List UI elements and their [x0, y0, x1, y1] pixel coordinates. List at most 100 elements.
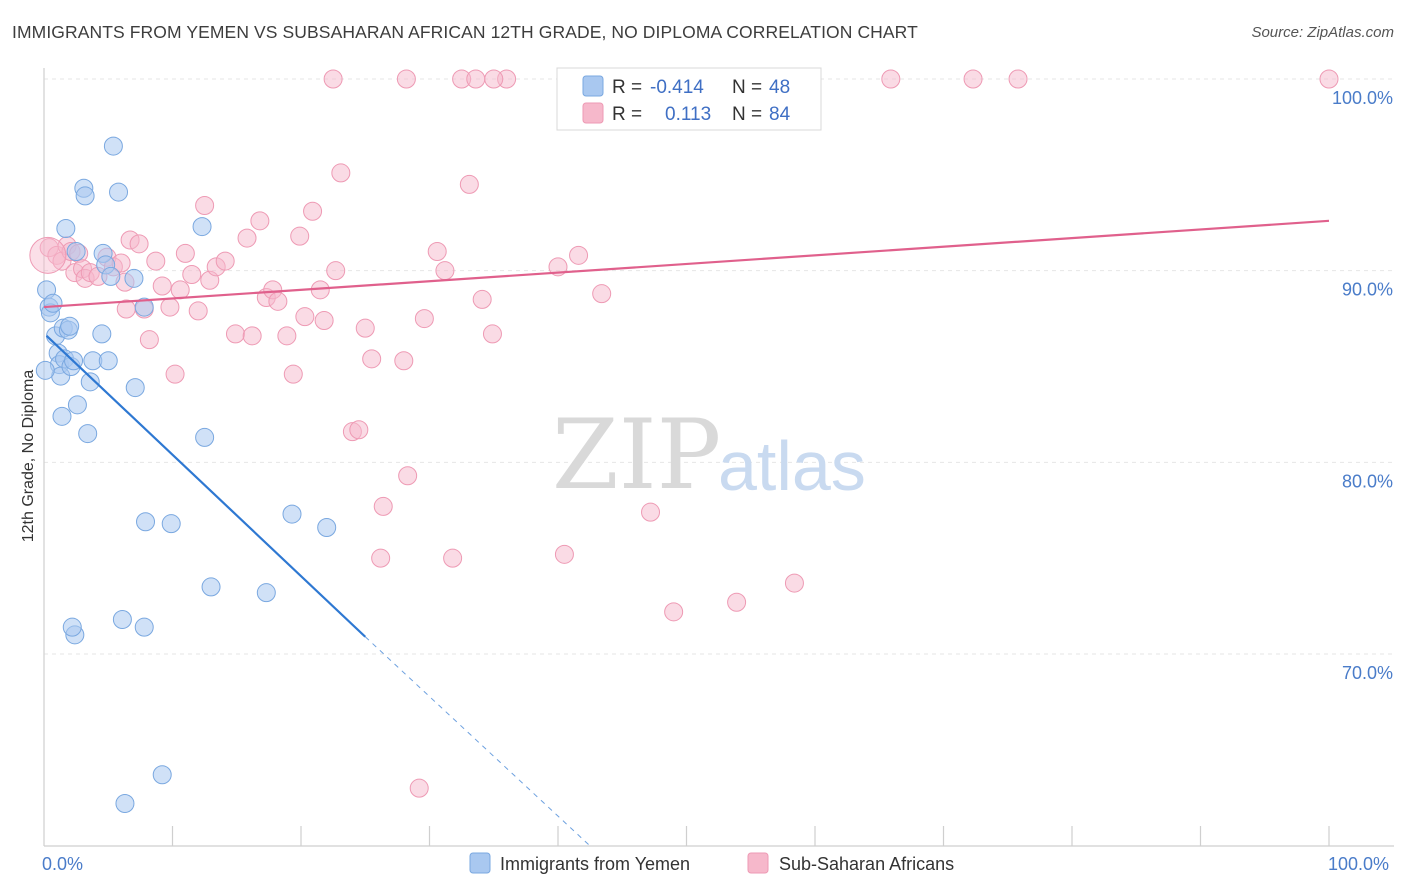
subsaharan-point-31 [215, 251, 235, 271]
trendlines [43, 219, 1330, 847]
legend-swatch-subsaharan [582, 102, 604, 124]
gridlines [44, 78, 1394, 655]
yemen-point-32 [112, 610, 132, 629]
yemen-point-17 [52, 406, 72, 426]
yemen-point-47 [35, 360, 55, 380]
subsaharan-point-76 [466, 69, 486, 89]
yemen-point-42 [195, 427, 215, 447]
subsaharan-point-33 [237, 228, 257, 248]
subsaharan-point-55 [398, 466, 418, 486]
subsaharan-point-17 [129, 234, 149, 254]
x-tick-label-max: 100.0% [1328, 854, 1389, 874]
subsaharan-point-23 [165, 364, 185, 384]
axes [43, 68, 1394, 847]
yemen-point-45 [282, 504, 302, 524]
subsaharan-point-59 [435, 261, 455, 281]
subsaharan-point-81 [963, 69, 983, 89]
yemen-point-35 [125, 378, 145, 398]
yemen-point-19 [62, 617, 82, 637]
subsaharan-point-22 [160, 297, 180, 317]
x-ticks [171, 826, 1330, 846]
yemen-point-21 [78, 424, 98, 444]
subsaharan-point-62 [472, 289, 492, 309]
subsaharan-point-71 [727, 592, 747, 612]
subsaharan-point-63 [482, 324, 502, 344]
subsaharan-point-74 [396, 69, 416, 89]
subsaharan-point-60 [443, 548, 463, 568]
subsaharan-point-21 [152, 276, 172, 296]
subsaharan-point-66 [554, 544, 574, 564]
subsaharan-point-28 [195, 196, 215, 215]
subsaharan-point-53 [373, 496, 393, 516]
subsaharan-point-77 [484, 69, 504, 89]
legend-r-label-yemen: R = [612, 77, 642, 98]
yemen-point-28 [98, 351, 118, 371]
subsaharan-point-68 [592, 284, 612, 304]
subsaharan-point-19 [139, 330, 159, 350]
subsaharan-trendline [43, 219, 1330, 309]
legend-r-label-subsaharan: R = [612, 104, 642, 125]
yemen-point-40 [161, 514, 181, 534]
bottom-legend-swatch-yemen [469, 852, 491, 874]
bottom-legend-label-subsaharan: Sub-Saharan Africans [779, 854, 954, 874]
subsaharan-point-41 [290, 226, 310, 246]
watermark-zip: ZIP [552, 399, 721, 511]
subsaharan-point-43 [303, 201, 323, 221]
subsaharan-point-54 [394, 351, 414, 371]
subsaharan-point-27 [188, 301, 208, 321]
yemen-point-46 [317, 518, 337, 537]
subsaharan-point-82 [1008, 69, 1028, 89]
subsaharan-point-35 [250, 211, 270, 231]
legend-r-value-subsaharan: 0.113 [665, 104, 711, 125]
subsaharan-point-20 [146, 251, 166, 271]
subsaharan-cluster-point [29, 236, 67, 274]
y-tick-label-2: 80.0% [1342, 471, 1393, 491]
subsaharan-point-83 [1319, 69, 1339, 89]
source-credit: Source: ZipAtlas.com [1251, 24, 1394, 41]
yemen-point-16 [66, 242, 86, 261]
subsaharan-point-45 [314, 311, 334, 330]
y-tick-label-0: 100.0% [1332, 88, 1393, 108]
yemen-point-39 [152, 765, 172, 785]
yemen-point-36 [136, 512, 156, 532]
subsaharan-point-32 [225, 324, 245, 344]
yemen-point-10 [56, 219, 76, 238]
subsaharan-point-39 [277, 326, 297, 346]
yemen-point-33 [115, 794, 135, 813]
yemen-point-38 [134, 297, 154, 317]
yemen-point-3 [43, 293, 63, 313]
subsaharan-point-24 [170, 280, 190, 300]
legend-swatch-yemen [582, 75, 604, 97]
subsaharan-point-42 [295, 307, 315, 327]
subsaharan-point-80 [881, 69, 901, 89]
y-tick-labels: 100.0% 90.0% 80.0% 70.0% [1332, 88, 1393, 683]
subsaharan-point-61 [459, 174, 479, 194]
yemen-points [35, 136, 337, 813]
bottom-legend: Immigrants from Yemen Sub-Saharan Africa… [469, 852, 954, 874]
subsaharan-point-26 [182, 265, 202, 284]
watermark: ZIP atlas [552, 399, 866, 511]
subsaharan-point-49 [349, 420, 369, 440]
subsaharan-point-38 [268, 291, 288, 311]
yemen-point-44 [256, 583, 276, 603]
y-tick-label-3: 70.0% [1342, 663, 1393, 683]
yemen-point-34 [124, 268, 144, 288]
legend-n-label-yemen: N = [732, 77, 762, 98]
watermark-atlas: atlas [718, 427, 866, 505]
yemen-trendline-extension [364, 636, 591, 847]
yemen-trendline [45, 335, 367, 638]
subsaharan-point-56 [409, 778, 429, 798]
bottom-legend-swatch-subsaharan [747, 852, 769, 874]
subsaharan-point-34 [242, 326, 262, 346]
subsaharan-point-52 [371, 548, 391, 568]
yemen-point-31 [109, 182, 129, 202]
subsaharan-point-50 [355, 318, 375, 338]
legend-n-value-subsaharan: 84 [769, 104, 791, 125]
bottom-legend-label-yemen: Immigrants from Yemen [500, 854, 690, 874]
subsaharan-point-72 [784, 573, 804, 593]
stats-legend: R = -0.414 N = 48 R = 0.113 N = 84 [556, 67, 822, 131]
yemen-point-30 [103, 136, 123, 156]
yemen-point-43 [201, 577, 221, 597]
legend-n-label-subsaharan: N = [732, 104, 762, 125]
subsaharan-point-57 [414, 309, 434, 329]
